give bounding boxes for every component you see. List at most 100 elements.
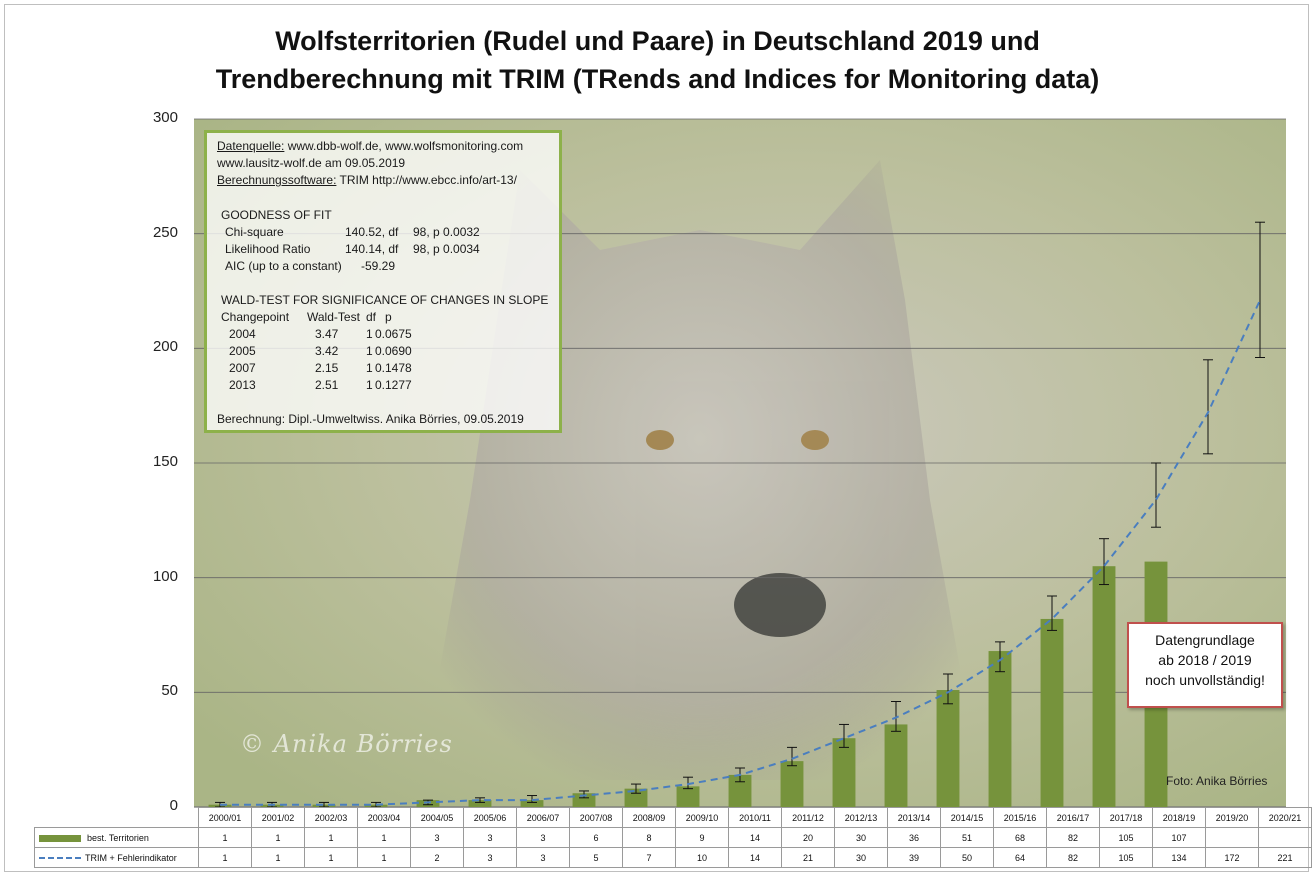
trim-value-cell: 105 [1099, 847, 1153, 868]
legend-line-swatch [39, 857, 81, 860]
bar [780, 761, 804, 807]
gof-cell: Chi-square [225, 225, 284, 239]
category-cell: 2011/12 [781, 807, 835, 828]
source-line-2: www.lausitz-wolf.de am 09.05.2019 [217, 156, 406, 170]
wald-cell: 0.0690 [375, 344, 412, 358]
software-text: TRIM http://www.ebcc.info/art-13/ [336, 173, 517, 187]
y-tick-label: 150 [152, 453, 178, 470]
bar [936, 690, 960, 807]
wald-cell: 2007 [229, 361, 256, 375]
y-tick-label: 250 [152, 223, 178, 241]
category-cell: 2006/07 [516, 807, 570, 828]
trim-value-cell: 2 [410, 847, 464, 868]
bar [1040, 618, 1064, 807]
trim-value-cell: 64 [993, 847, 1047, 868]
category-cell: 2013/14 [887, 807, 941, 828]
category-cell: 2005/06 [463, 807, 517, 828]
wald-cell: 2013 [229, 378, 256, 392]
trim-value-cell: 21 [781, 847, 835, 868]
wald-cell: 1 [366, 327, 373, 341]
statistics-info-box: Datenquelle: www.dbb-wolf.de, www.wolfsm… [204, 130, 562, 433]
wald-cell: 3.47 [315, 327, 339, 341]
gof-cell: 140.52, df [345, 225, 399, 239]
bar-series [208, 561, 1168, 807]
table-row-territories: best. Territorien 1 1 1 1 3 3 3 6 8 9 14 20 30 36 51 68… [34, 827, 1312, 848]
y-tick-label: 0 [169, 797, 178, 814]
wald-header-cell: df [366, 310, 377, 324]
trim-value-cell: 5 [569, 847, 623, 868]
bar [572, 793, 596, 807]
category-cell: 2010/11 [728, 807, 782, 828]
trim-value-cell: 1 [198, 847, 252, 868]
trim-value-cell: 1 [251, 847, 305, 868]
category-cell: 2003/04 [357, 807, 411, 828]
legend-bar-label: best. Territorien [87, 832, 149, 843]
trim-value-cell: 14 [728, 847, 782, 868]
photo-watermark: © Anika Börries [240, 730, 453, 758]
note-line-1: Datengrundlage [1155, 632, 1255, 648]
title-line-2: Trendberechnung mit TRIM (TRends and Ind… [215, 64, 1100, 94]
software-label: Berechnungssoftware: [217, 173, 337, 187]
note-line-3: noch unvollständig! [1145, 672, 1265, 688]
category-cell: 2001/02 [251, 807, 305, 828]
territory-value-cell: 3 [410, 827, 464, 848]
category-cell: 2018/19 [1152, 807, 1206, 828]
territory-value-cell: 9 [675, 827, 729, 848]
trim-value-cell: 50 [940, 847, 994, 868]
wald-header-cell: Wald-Test [307, 310, 360, 324]
trim-value-cell: 172 [1205, 847, 1259, 868]
table-row-trim: TRIM + Fehlerindikator 1 1 1 1 2 3 3 5 7 10 14 21 30… [34, 847, 1312, 868]
bar [624, 788, 648, 807]
photo-credit: Foto: Anika Börries [1166, 774, 1268, 788]
wald-cell: 0.0675 [375, 327, 412, 341]
calculation-credit: Berechnung: Dipl.-Umweltwiss. Anika Börr… [217, 412, 524, 426]
trim-value-cell: 221 [1258, 847, 1312, 868]
gof-title: GOODNESS OF FIT [221, 208, 332, 222]
category-cell: 2008/09 [622, 807, 676, 828]
y-tick-label: 100 [152, 567, 178, 585]
wald-cell: 3.42 [315, 344, 339, 358]
wald-header-cell: p [385, 310, 392, 324]
gof-cell: Likelihood Ratio [225, 242, 311, 256]
territory-value-cell: 1 [251, 827, 305, 848]
gof-cell: -59.29 [361, 259, 396, 273]
y-tick-label: 300 [152, 109, 178, 126]
bar [884, 724, 908, 807]
category-cell: 2015/16 [993, 807, 1047, 828]
bar [468, 800, 492, 807]
wald-cell: 1 [366, 378, 373, 392]
bar [1092, 566, 1116, 807]
territory-value-cell: 51 [940, 827, 994, 848]
wald-header-cell: Changepoint [221, 310, 290, 324]
territory-value-cell: 107 [1152, 827, 1206, 848]
chart-title: Wolfsterritorien (Rudel und Paare) in De… [0, 22, 1315, 98]
trim-value-cell: 10 [675, 847, 729, 868]
gof-cell: 140.14, df [345, 242, 399, 256]
territory-value-cell [1205, 827, 1259, 848]
trim-value-cell: 3 [516, 847, 570, 868]
incomplete-data-note: Datengrundlage ab 2018 / 2019 noch unvol… [1127, 622, 1283, 708]
wald-cell: 1 [366, 361, 373, 375]
trim-value-cell: 1 [304, 847, 358, 868]
territory-value-cell: 82 [1046, 827, 1100, 848]
category-cell: 2009/10 [675, 807, 729, 828]
trim-value-cell: 1 [357, 847, 411, 868]
trim-value-cell: 7 [622, 847, 676, 868]
bar [676, 786, 700, 807]
wald-cell: 2.51 [315, 378, 339, 392]
territory-value-cell: 36 [887, 827, 941, 848]
gof-cell: AIC (up to a constant) [225, 259, 342, 273]
wald-cell: 2.15 [315, 361, 339, 375]
trim-value-cell: 3 [463, 847, 517, 868]
gof-cell: 98, p 0.0034 [413, 242, 480, 256]
legend-line-label: TRIM + Fehlerindikator [85, 852, 177, 863]
territory-value-cell: 8 [622, 827, 676, 848]
bar [832, 738, 856, 807]
trim-value-cell: 30 [834, 847, 888, 868]
territory-value-cell: 105 [1099, 827, 1153, 848]
territory-value-cell: 3 [516, 827, 570, 848]
territory-value-cell: 3 [463, 827, 517, 848]
category-cell: 2020/21 [1258, 807, 1312, 828]
wald-cell: 0.1277 [375, 378, 412, 392]
category-cell: 2002/03 [304, 807, 358, 828]
